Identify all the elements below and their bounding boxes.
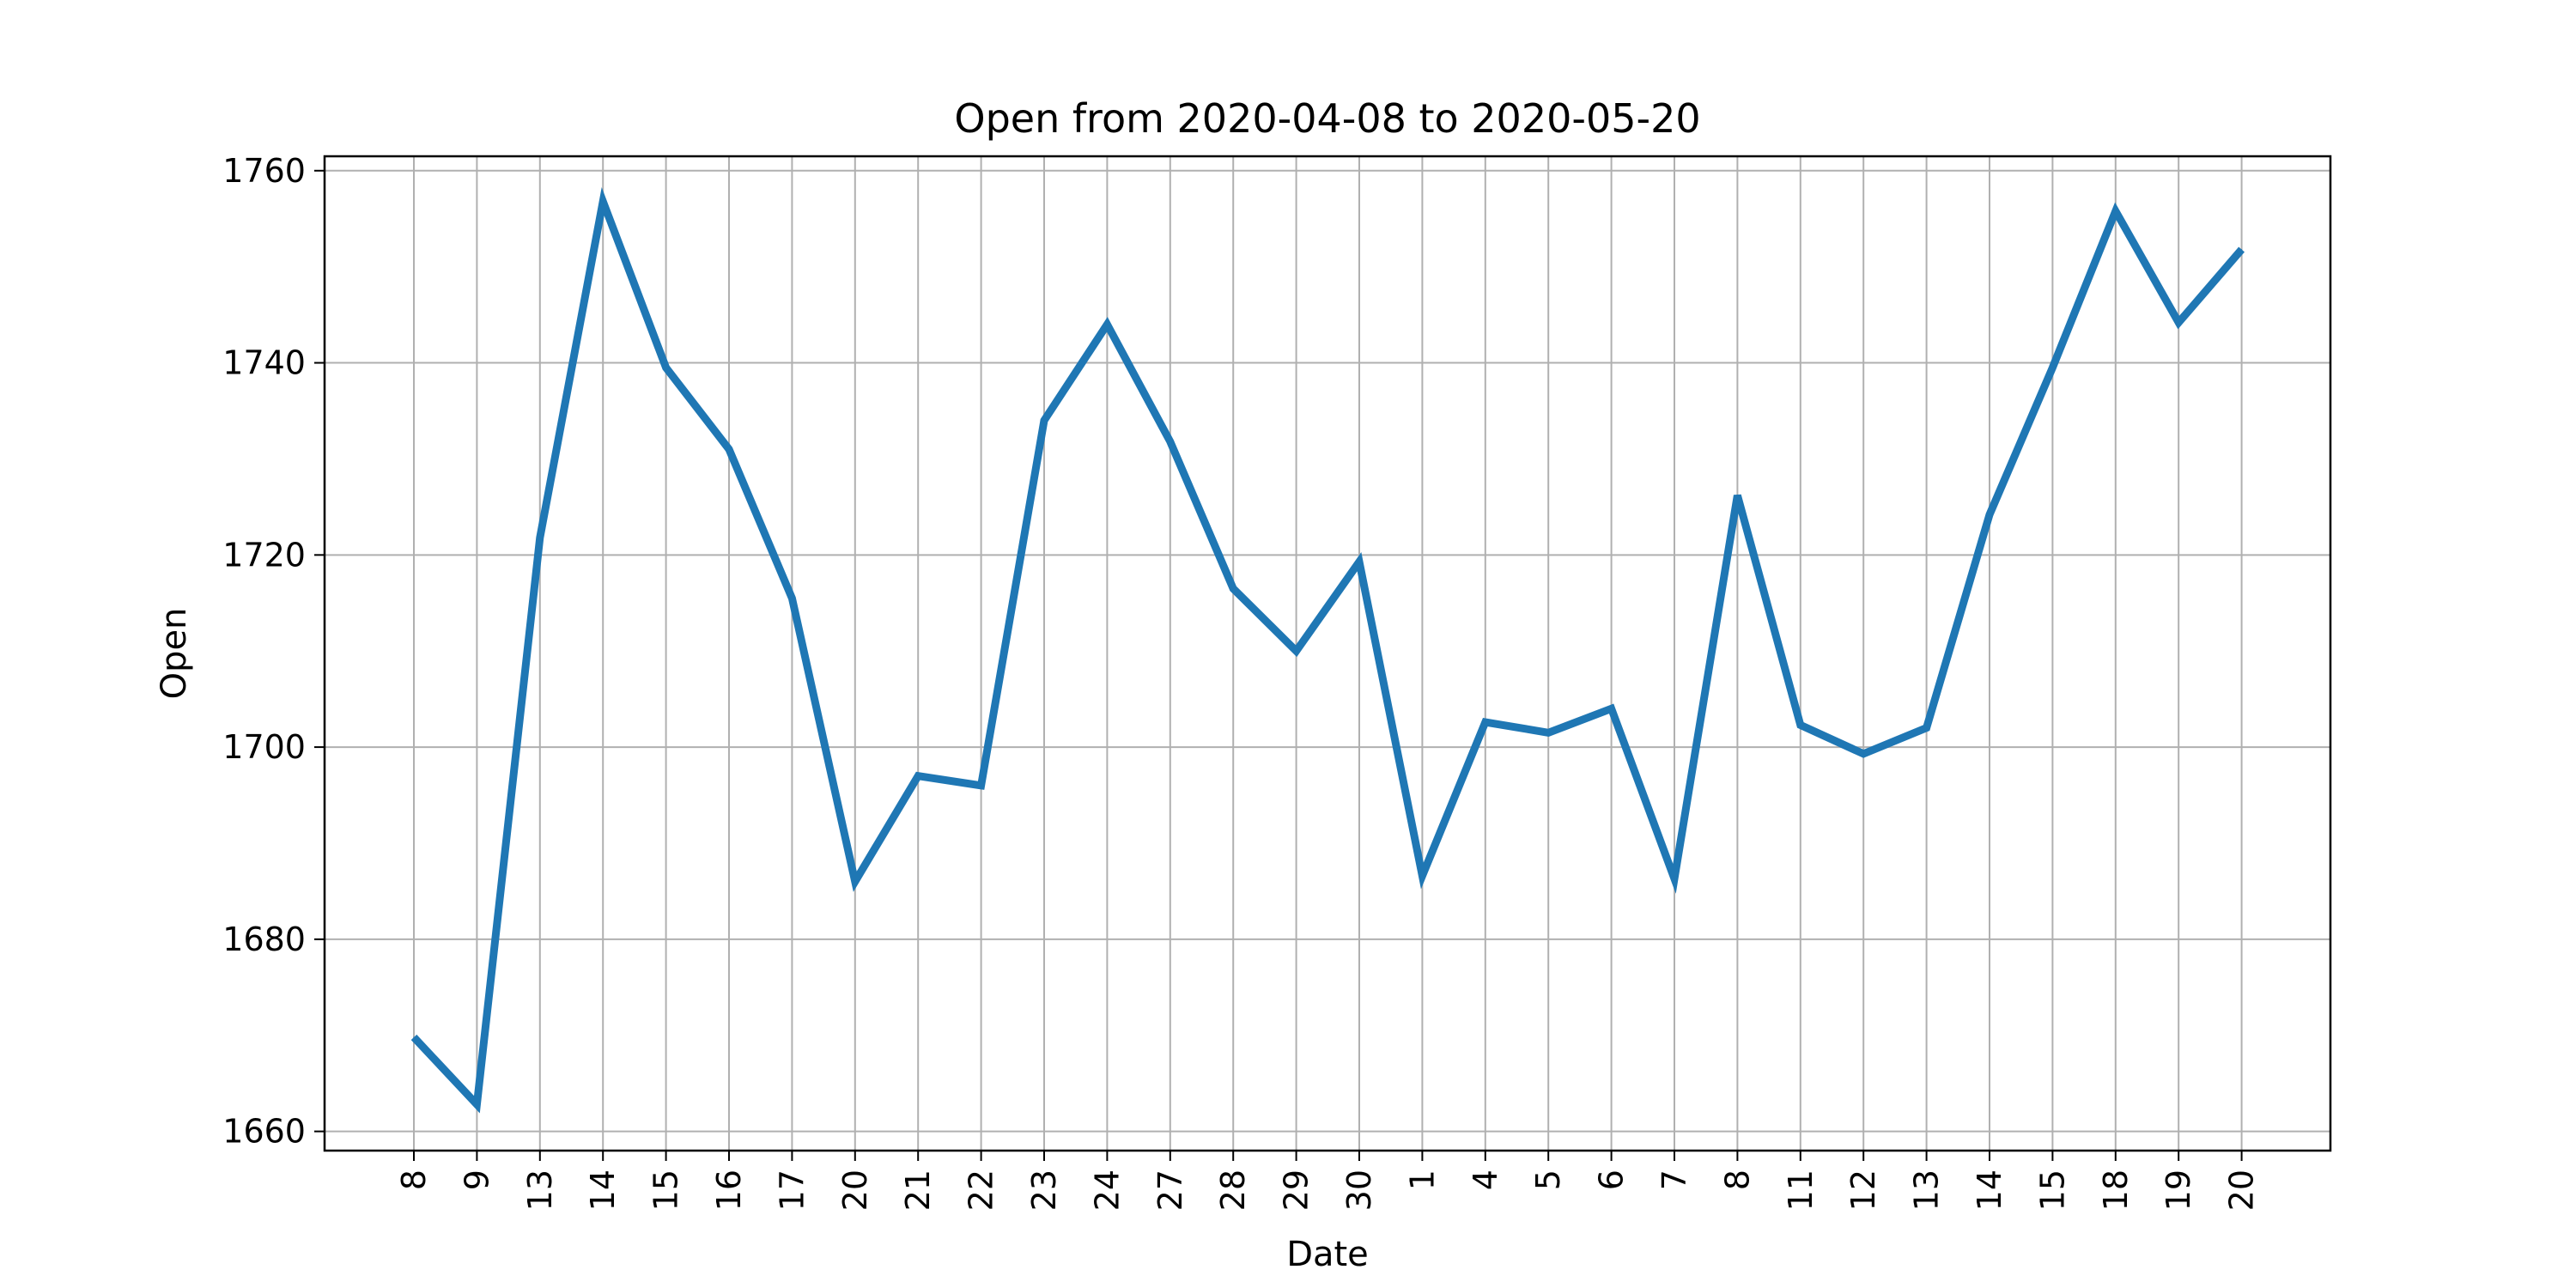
x-tick-label: 8 bbox=[395, 1170, 433, 1190]
x-tick-label: 7 bbox=[1656, 1170, 1693, 1190]
chart-title: Open from 2020-04-08 to 2020-05-20 bbox=[954, 95, 1700, 142]
y-tick-label: 1720 bbox=[222, 536, 306, 574]
x-tick-label: 20 bbox=[2223, 1170, 2261, 1211]
x-tick-label: 23 bbox=[1025, 1170, 1063, 1211]
x-tick-label: 5 bbox=[1529, 1170, 1567, 1190]
data-point bbox=[1862, 753, 1864, 755]
x-tick-label: 22 bbox=[963, 1170, 1000, 1211]
x-tick-label: 29 bbox=[1278, 1170, 1315, 1211]
x-tick-label: 9 bbox=[458, 1170, 495, 1190]
data-point bbox=[2178, 322, 2179, 324]
data-point bbox=[1296, 650, 1297, 652]
plot-frame bbox=[323, 155, 2332, 1152]
x-tick-label: 6 bbox=[1593, 1170, 1631, 1190]
x-tick-label: 4 bbox=[1467, 1170, 1504, 1190]
y-tick-label: 1680 bbox=[222, 920, 306, 958]
x-tick-label: 13 bbox=[1908, 1170, 1946, 1211]
x-tick-label: 8 bbox=[1718, 1170, 1756, 1190]
x-tick-label: 18 bbox=[2097, 1170, 2135, 1211]
data-point bbox=[1232, 587, 1234, 589]
y-tick-label: 1740 bbox=[222, 344, 306, 382]
y-tick-label: 1760 bbox=[222, 152, 306, 190]
x-axis-ticks: 8 9 13 14 15 16 17 20 21 22 23 24 27 28 29 30 1 4 5 6 7 8 11 12… bbox=[395, 1151, 2261, 1211]
data-point bbox=[1674, 878, 1675, 879]
x-tick-label: 16 bbox=[710, 1170, 748, 1211]
series-line bbox=[410, 187, 2245, 1114]
x-tick-label: 24 bbox=[1088, 1170, 1126, 1211]
grid-lines bbox=[325, 156, 2330, 1151]
x-tick-label: 15 bbox=[647, 1170, 685, 1211]
x-tick-label: 13 bbox=[521, 1170, 559, 1211]
x-tick-label: 12 bbox=[1844, 1170, 1882, 1211]
x-tick-label: 28 bbox=[1214, 1170, 1252, 1211]
data-point bbox=[854, 881, 856, 883]
data-point bbox=[2241, 249, 2243, 251]
data-point bbox=[917, 775, 919, 777]
data-point bbox=[2115, 210, 2117, 212]
data-point bbox=[1421, 875, 1423, 877]
data-point bbox=[1547, 732, 1549, 733]
data-point bbox=[1926, 727, 1928, 729]
data-point bbox=[1043, 420, 1045, 422]
x-tick-label: 27 bbox=[1151, 1170, 1189, 1211]
x-tick-label: 30 bbox=[1340, 1170, 1378, 1211]
y-tick-label: 1660 bbox=[222, 1113, 306, 1151]
x-tick-label: 21 bbox=[899, 1170, 937, 1211]
x-tick-label: 1 bbox=[1403, 1170, 1441, 1190]
data-point bbox=[1106, 324, 1108, 325]
y-axis-label: Open bbox=[155, 608, 194, 700]
x-axis-label: Date bbox=[1286, 1235, 1369, 1274]
series-layer bbox=[410, 187, 2245, 1114]
y-tick-label: 1700 bbox=[222, 728, 306, 766]
data-point bbox=[413, 1036, 415, 1038]
data-point bbox=[1800, 724, 1801, 726]
x-tick-label: 14 bbox=[1971, 1170, 2008, 1211]
data-point bbox=[728, 448, 730, 450]
data-point bbox=[602, 201, 604, 203]
y-axis-ticks: 1660 1680 1700 1720 1740 1760 bbox=[222, 152, 325, 1151]
x-tick-label: 19 bbox=[2160, 1170, 2197, 1211]
x-tick-label: 15 bbox=[2033, 1170, 2071, 1211]
x-tick-label: 17 bbox=[773, 1170, 811, 1211]
x-tick-label: 20 bbox=[836, 1170, 874, 1211]
x-tick-label: 14 bbox=[584, 1170, 622, 1211]
data-point bbox=[1611, 708, 1613, 709]
x-tick-label: 11 bbox=[1782, 1170, 1820, 1211]
